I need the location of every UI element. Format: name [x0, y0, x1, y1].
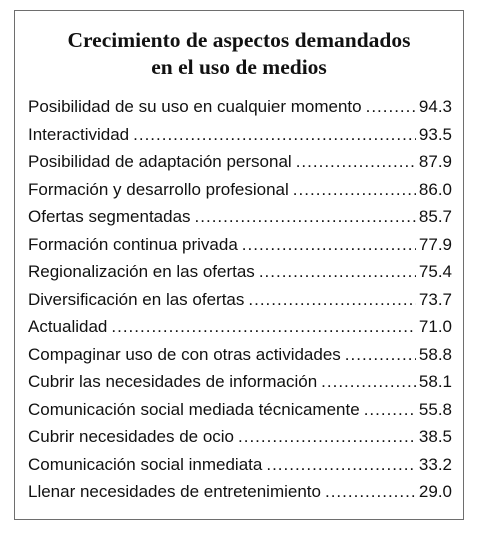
item-value: 77.9	[418, 234, 452, 254]
list-item: Llenar necesidades de entretenimiento 29.…	[28, 482, 452, 510]
item-label: Diversificación en las ofertas	[28, 289, 245, 309]
dot-leader	[259, 262, 416, 282]
dot-leader	[111, 317, 416, 337]
item-label: Ofertas segmentadas	[28, 207, 191, 226]
list-item: Posibilidad de su uso en cualquier momen…	[28, 97, 452, 125]
list-item: Cubrir necesidades de ocio 38.5	[28, 427, 452, 455]
item-value: 38.5	[418, 427, 452, 446]
dot-leader	[195, 207, 416, 227]
item-label: Comunicación social inmediata	[28, 454, 263, 474]
item-label: Posibilidad de adaptación personal	[28, 152, 292, 171]
item-value: 73.7	[418, 289, 452, 309]
item-label: Posibilidad de su uso en cualquier momen…	[28, 97, 362, 116]
list-item: Posibilidad de adaptación personal 87.9	[28, 152, 452, 180]
item-value: 86.0	[418, 179, 452, 199]
item-value: 94.3	[418, 97, 452, 116]
item-value: 93.5	[418, 124, 452, 144]
dot-leader	[266, 455, 416, 475]
item-label: Cubrir las necesidades de información	[28, 372, 318, 391]
title-line-2: en el uso de medios	[151, 55, 327, 79]
item-value: 75.4	[418, 262, 452, 281]
dot-leader	[366, 97, 416, 117]
list-item: Diversificación en las ofertas 73.7	[28, 290, 452, 318]
dot-leader	[296, 152, 416, 172]
item-value: 55.8	[418, 399, 452, 419]
title-line-1: Crecimiento de aspectos demandados	[67, 28, 411, 52]
list-item: Cubrir las necesidades de información 58.…	[28, 372, 452, 400]
list-item: Compaginar uso de con otras actividades 5…	[28, 345, 452, 373]
list-item: Formación y desarrollo profesional 86.0	[28, 180, 452, 208]
list-item: Regionalización en las ofertas 75.4	[28, 262, 452, 290]
dot-leader	[364, 400, 416, 420]
dot-leader	[345, 345, 416, 365]
item-label: Actualidad	[28, 317, 108, 336]
dot-leader	[321, 372, 416, 392]
item-label: Formación continua privada	[28, 234, 238, 254]
item-label: Llenar necesidades de entretenimiento	[28, 482, 321, 501]
dot-leader	[133, 125, 416, 145]
item-value: 85.7	[418, 207, 452, 226]
list-item: Comunicación social inmediata 33.2	[28, 455, 452, 483]
item-value: 58.1	[418, 372, 452, 391]
list-item: Comunicación social mediada técnicamente…	[28, 400, 452, 428]
item-label: Cubrir necesidades de ocio	[28, 427, 235, 446]
item-label: Compaginar uso de con otras actividades	[28, 344, 341, 364]
dot-leader	[242, 235, 416, 255]
list-item: Ofertas segmentadas 85.7	[28, 207, 452, 235]
dot-leader	[325, 482, 416, 502]
item-value: 87.9	[418, 152, 452, 171]
table-box: Crecimiento de aspectos demandados en el…	[14, 10, 464, 520]
dot-leader	[238, 427, 416, 447]
item-label: Formación y desarrollo profesional	[28, 179, 289, 199]
item-value: 33.2	[418, 454, 452, 474]
dot-leader	[248, 290, 416, 310]
dot-leader	[293, 180, 416, 200]
list-item: Interactividad 93.5	[28, 125, 452, 153]
table-title: Crecimiento de aspectos demandados en el…	[15, 27, 463, 81]
item-list: Posibilidad de su uso en cualquier momen…	[28, 97, 452, 510]
item-label: Interactividad	[28, 124, 130, 144]
item-label: Regionalización en las ofertas	[28, 262, 255, 281]
item-value: 29.0	[418, 482, 452, 501]
item-value: 58.8	[418, 344, 452, 364]
list-item: Actualidad 71.0	[28, 317, 452, 345]
list-item: Formación continua privada 77.9	[28, 235, 452, 263]
item-value: 71.0	[418, 317, 452, 336]
item-label: Comunicación social mediada técnicamente	[28, 399, 360, 419]
